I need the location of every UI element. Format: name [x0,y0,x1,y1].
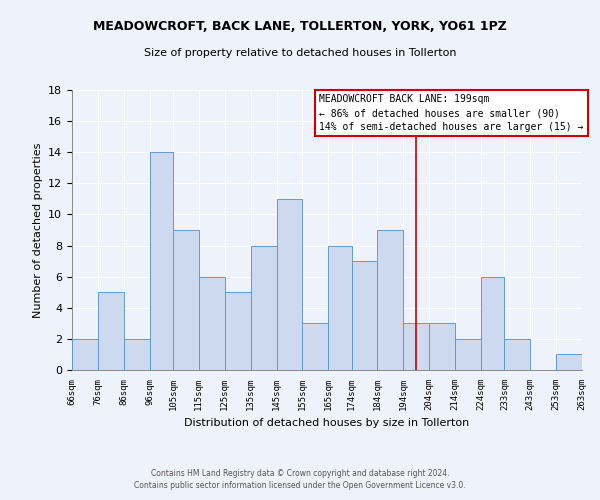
X-axis label: Distribution of detached houses by size in Tollerton: Distribution of detached houses by size … [184,418,470,428]
Bar [328,246,352,370]
Bar [429,324,455,370]
Bar [98,292,124,370]
Bar [124,339,149,370]
Text: Contains HM Land Registry data © Crown copyright and database right 2024.
Contai: Contains HM Land Registry data © Crown c… [134,468,466,490]
Bar [277,199,302,370]
Bar [403,324,429,370]
Text: Size of property relative to detached houses in Tollerton: Size of property relative to detached ho… [144,48,456,58]
Bar [173,230,199,370]
Text: MEADOWCROFT BACK LANE: 199sqm
← 86% of detached houses are smaller (90)
14% of s: MEADOWCROFT BACK LANE: 199sqm ← 86% of d… [319,94,584,132]
Y-axis label: Number of detached properties: Number of detached properties [32,142,43,318]
Text: MEADOWCROFT, BACK LANE, TOLLERTON, YORK, YO61 1PZ: MEADOWCROFT, BACK LANE, TOLLERTON, YORK,… [93,20,507,33]
Bar [149,152,173,370]
Bar [352,261,377,370]
Bar [302,324,328,370]
Bar [455,339,481,370]
Bar [72,339,98,370]
Bar [251,246,277,370]
Bar [225,292,251,370]
Bar [481,276,505,370]
Bar [556,354,582,370]
Bar [199,276,225,370]
Bar [505,339,530,370]
Bar [377,230,403,370]
